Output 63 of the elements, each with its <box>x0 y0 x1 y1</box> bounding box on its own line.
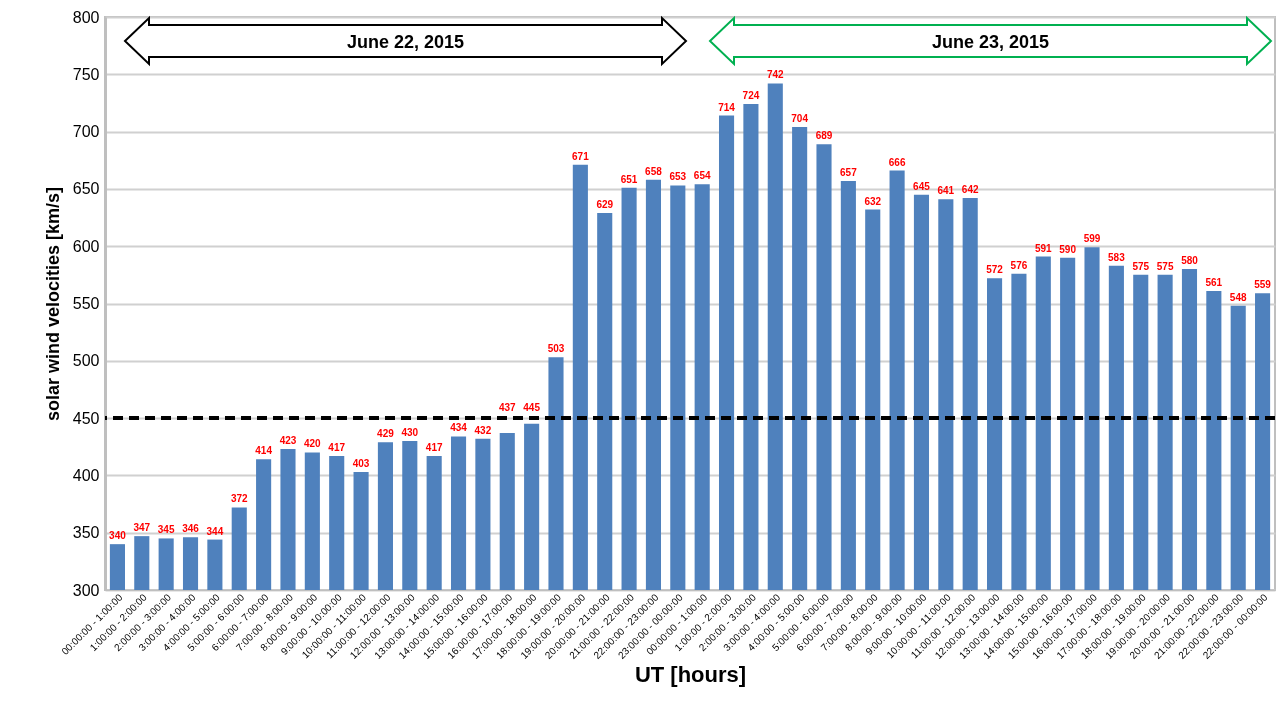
y-tick-label: 400 <box>72 466 100 484</box>
data-label: 580 <box>1181 255 1199 267</box>
y-tick-label: 550 <box>72 295 100 312</box>
data-label: 340 <box>109 530 127 542</box>
data-label: 420 <box>304 438 322 450</box>
data-label: 429 <box>377 428 395 440</box>
data-label: 742 <box>766 69 785 81</box>
data-label: 666 <box>888 156 906 168</box>
data-label: 576 <box>1010 259 1028 271</box>
data-label: 417 <box>328 441 346 453</box>
data-label: 583 <box>1108 251 1126 263</box>
annotation: June 23, 2015 <box>931 32 1050 52</box>
data-label: 434 <box>450 422 468 434</box>
y-tick-label: 450 <box>72 409 100 427</box>
data-label: 629 <box>596 198 614 210</box>
data-label: 403 <box>352 457 370 469</box>
data-label: 344 <box>206 525 224 537</box>
data-label: 432 <box>474 424 492 436</box>
data-label: 641 <box>937 185 955 197</box>
data-label: 430 <box>401 427 419 439</box>
y-tick-label: 700 <box>72 123 100 141</box>
y-tick-label: 650 <box>72 180 100 198</box>
data-label: 714 <box>718 101 736 113</box>
data-label: 417 <box>425 441 443 453</box>
data-label: 657 <box>840 166 858 178</box>
annotation: June 22, 2015 <box>346 32 465 52</box>
y-tick-label: 600 <box>72 237 100 255</box>
data-label: 651 <box>620 173 638 185</box>
data-label: 704 <box>791 113 809 125</box>
data-label: 345 <box>157 524 175 536</box>
data-label: 561 <box>1205 276 1223 288</box>
y-tick-label: 500 <box>72 352 100 370</box>
data-label: 445 <box>523 402 541 414</box>
data-label: 548 <box>1229 291 1247 303</box>
data-label: 632 <box>864 195 882 207</box>
data-label: 347 <box>133 522 151 534</box>
data-label: 346 <box>182 523 200 535</box>
data-label: 559 <box>1254 279 1272 291</box>
data-label: 599 <box>1083 233 1101 245</box>
data-label: 575 <box>1156 260 1174 272</box>
x-axis-title: UT [hours] <box>634 661 747 687</box>
data-label: 372 <box>230 493 249 505</box>
data-label: 689 <box>815 130 833 142</box>
y-axis-title: solar wind velocities [km/s] <box>42 186 63 422</box>
data-label: 671 <box>572 150 590 162</box>
data-label: 724 <box>742 90 760 102</box>
data-label: 575 <box>1132 260 1150 272</box>
data-label: 572 <box>986 264 1004 276</box>
y-tick-label: 300 <box>72 581 100 599</box>
y-tick-label: 750 <box>72 65 100 83</box>
data-label: 645 <box>913 180 931 192</box>
data-label: 642 <box>961 184 979 196</box>
y-tick-label: 350 <box>72 524 100 542</box>
data-label: 654 <box>693 170 711 182</box>
data-label: 423 <box>279 435 297 447</box>
data-label: 590 <box>1059 243 1077 255</box>
data-label: 503 <box>547 343 565 355</box>
y-tick-label: 800 <box>72 8 100 26</box>
data-label: 591 <box>1034 242 1053 254</box>
data-label: 658 <box>645 165 663 177</box>
data-label: 414 <box>255 445 273 457</box>
data-label: 653 <box>669 171 687 183</box>
data-label: 437 <box>498 402 517 414</box>
